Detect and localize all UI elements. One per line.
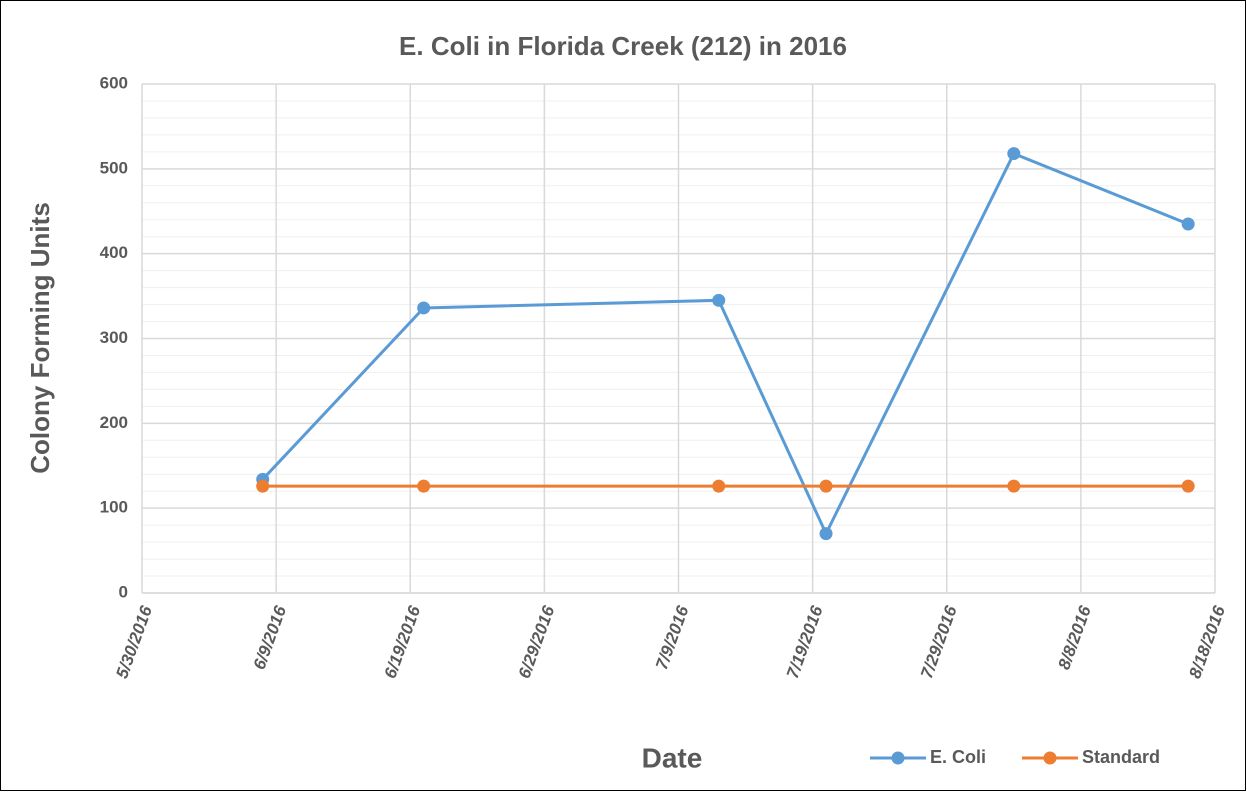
data-point bbox=[1007, 479, 1021, 493]
data-point bbox=[417, 301, 431, 315]
data-point bbox=[1181, 217, 1195, 231]
y-tick-label: 100 bbox=[100, 498, 128, 517]
chart-title: E. Coli in Florida Creek (212) in 2016 bbox=[399, 31, 847, 61]
data-point bbox=[712, 293, 726, 307]
y-tick-label: 300 bbox=[100, 328, 128, 347]
y-tick-label: 500 bbox=[100, 158, 128, 177]
data-point bbox=[819, 479, 833, 493]
y-tick-label: 600 bbox=[100, 73, 128, 92]
x-axis-label: Date bbox=[642, 742, 703, 773]
y-tick-label: 200 bbox=[100, 413, 128, 432]
data-point bbox=[417, 479, 431, 493]
data-point bbox=[1181, 479, 1195, 493]
data-point bbox=[1007, 147, 1021, 161]
legend-marker bbox=[1043, 751, 1057, 765]
y-tick-label: 400 bbox=[100, 243, 128, 262]
series-line bbox=[261, 151, 1189, 538]
legend-marker bbox=[891, 751, 905, 765]
y-tick-label: 0 bbox=[119, 582, 128, 601]
data-point bbox=[256, 479, 270, 493]
data-point bbox=[819, 527, 833, 541]
legend-label: Standard bbox=[1082, 747, 1160, 767]
data-point bbox=[712, 479, 726, 493]
y-axis-label: Colony Forming Units bbox=[25, 202, 55, 474]
legend-label: E. Coli bbox=[930, 747, 986, 767]
